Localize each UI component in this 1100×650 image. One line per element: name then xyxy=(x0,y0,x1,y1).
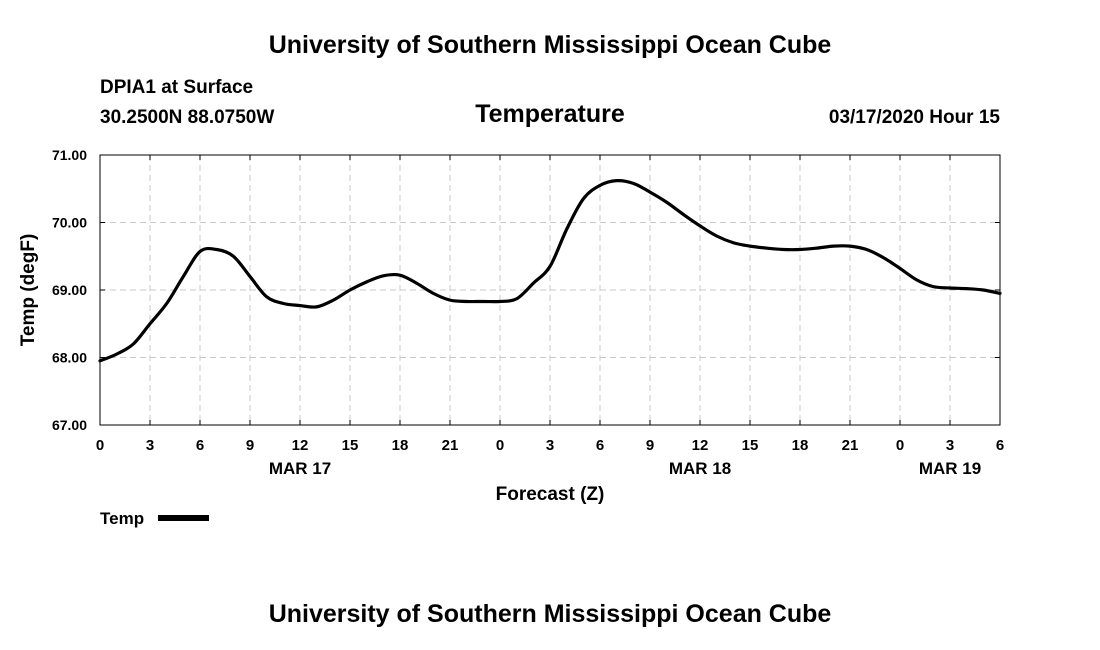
x-tick-label: 0 xyxy=(896,437,904,454)
y-tick-label: 68.00 xyxy=(52,350,87,366)
x-tick-label: 12 xyxy=(292,437,309,454)
bottom-title: University of Southern Mississippi Ocean… xyxy=(268,600,832,628)
x-tick-label: 6 xyxy=(596,437,604,454)
datetime-label: 03/17/2020 Hour 15 xyxy=(828,107,1000,128)
x-tick-label: 6 xyxy=(996,437,1004,454)
date-label: MAR 17 xyxy=(269,459,331,478)
y-axis-title: Temp (degF) xyxy=(18,234,39,347)
x-tick-label: 15 xyxy=(742,437,759,454)
coordinates-label: 30.2500N 88.0750W xyxy=(100,107,275,128)
y-tick-label: 69.00 xyxy=(52,282,87,298)
chart-title: Temperature xyxy=(475,100,625,128)
grid-lines xyxy=(100,155,1000,425)
y-tick-label: 67.00 xyxy=(52,417,87,433)
y-tick-label: 71.00 xyxy=(52,147,87,163)
date-label: MAR 19 xyxy=(919,459,981,478)
x-tick-label: 3 xyxy=(546,437,554,454)
x-tick-label: 18 xyxy=(392,437,409,454)
x-tick-label: 0 xyxy=(96,437,104,454)
x-tick-label: 3 xyxy=(946,437,954,454)
x-axis-title: Forecast (Z) xyxy=(496,484,605,505)
x-tick-label: 18 xyxy=(792,437,809,454)
x-tick-label: 21 xyxy=(442,437,459,454)
axis-ticks xyxy=(99,154,1001,426)
legend: Temp xyxy=(100,509,209,529)
temp-series-line xyxy=(98,178,1002,363)
station-label: DPIA1 at Surface xyxy=(100,77,254,98)
x-tick-label: 12 xyxy=(692,437,709,454)
legend-swatch xyxy=(157,514,209,521)
legend-label: Temp xyxy=(100,509,145,528)
date-label: MAR 18 xyxy=(669,459,731,478)
x-tick-label: 3 xyxy=(146,437,154,454)
top-title: University of Southern Mississippi Ocean… xyxy=(268,31,832,59)
x-tick-label: 15 xyxy=(342,437,359,454)
axis-tick-labels: 0 3 6 9 12 15 18 21 0 3 6 9 12 15 18 21 0 3 6 67.00 68.00 69.… xyxy=(52,147,1004,478)
x-tick-label: 9 xyxy=(646,437,654,454)
x-tick-label: 6 xyxy=(196,437,204,454)
x-tick-label: 9 xyxy=(246,437,254,454)
x-tick-label: 21 xyxy=(842,437,859,454)
y-tick-label: 70.00 xyxy=(52,215,87,231)
x-tick-label: 0 xyxy=(496,437,504,454)
